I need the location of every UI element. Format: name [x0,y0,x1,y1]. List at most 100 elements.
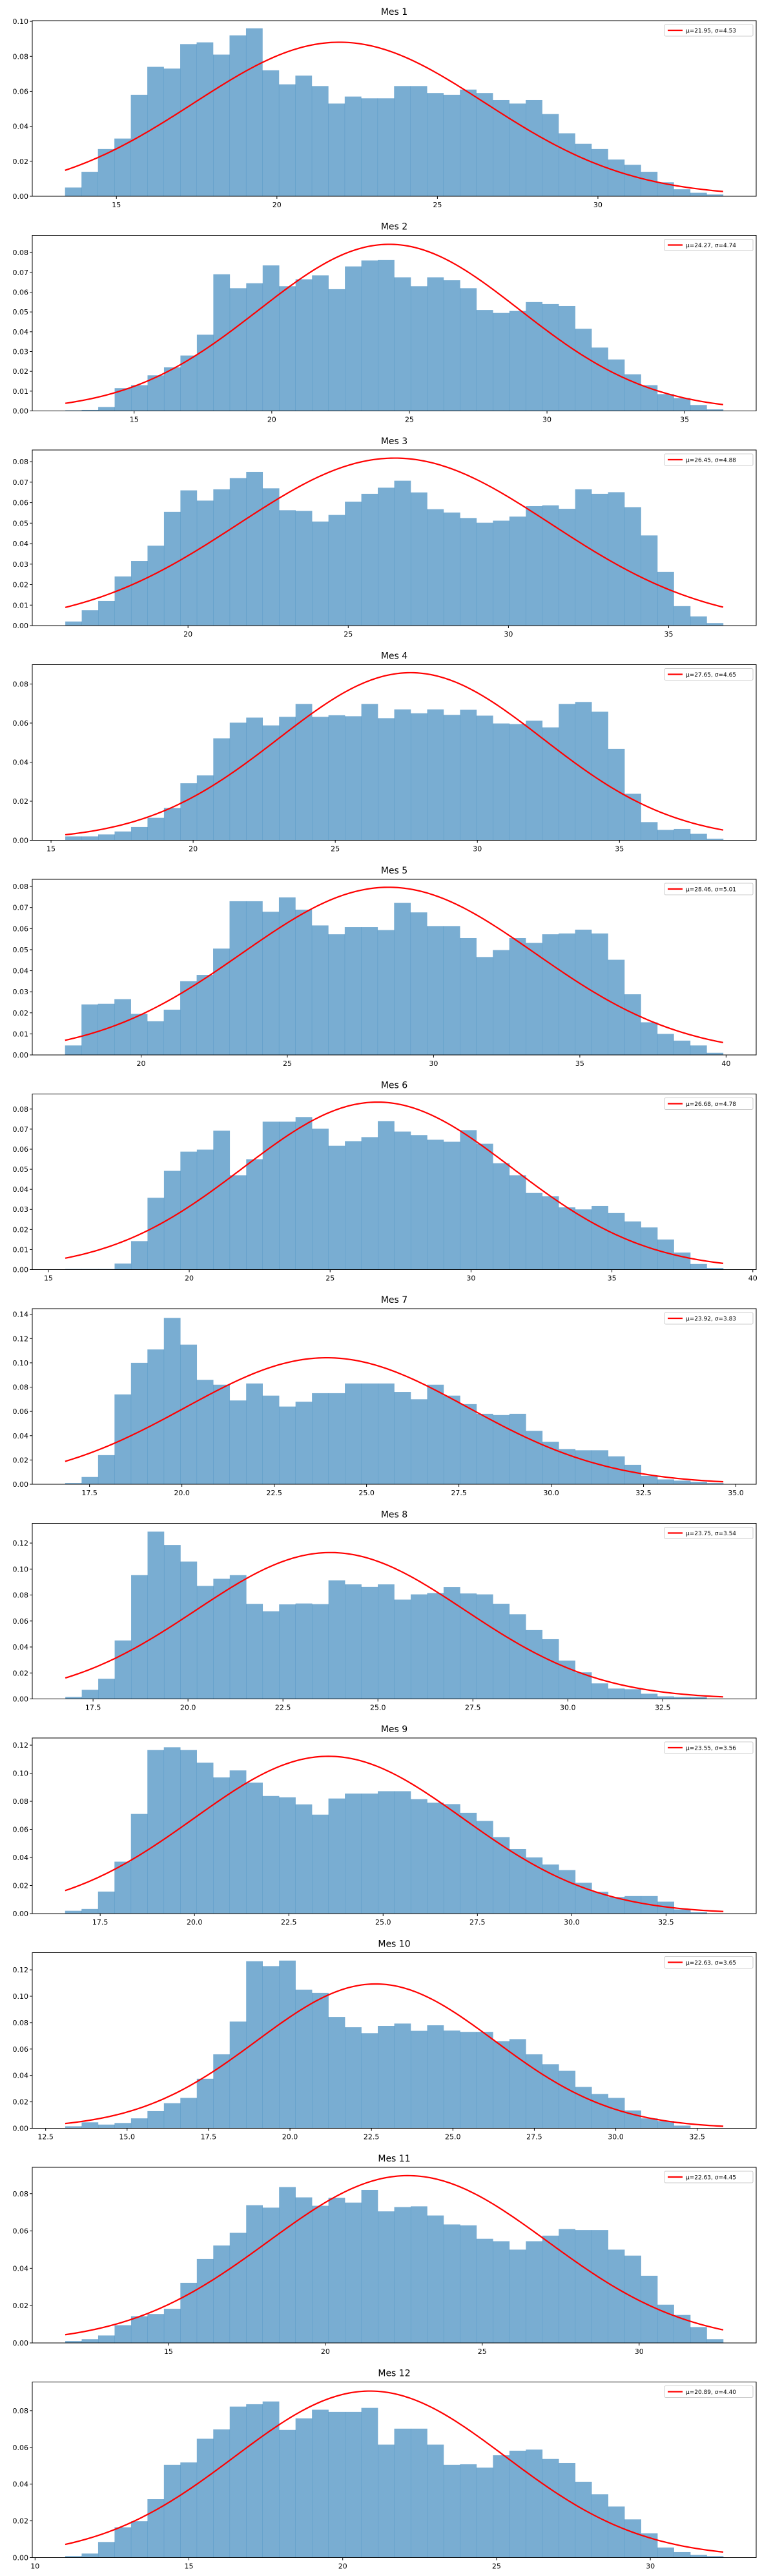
histogram-bar [262,1611,280,1699]
histogram-bar [706,1483,724,1484]
histogram-bar [427,926,444,1055]
histogram-bar [575,929,592,1055]
legend-box [664,453,754,466]
histogram-bar [81,610,99,626]
histogram-bar [378,718,395,841]
histogram-bar [509,516,526,626]
histogram-bar [196,2438,214,2558]
histogram-bar [262,2401,280,2558]
histogram-bar [163,2464,181,2558]
x-tick-label: 22.5 [281,1918,297,1927]
histogram-bar [657,394,674,411]
x-tick-label: 27.5 [469,1918,486,1927]
subplot-10: Mes 10 0.00 0.02 0.04 0.06 0.08 0.10 0.12 12.5 15… [13,1939,757,2142]
y-tick-label: 0.00 [13,1266,29,1274]
histogram-bar [493,2455,510,2558]
legend-label: μ=23.75, σ=3.54 [686,1531,736,1537]
histogram-bar [526,2241,543,2343]
histogram-bar [443,1804,460,1914]
x-tick-label: 15 [130,416,139,424]
chart-title: Mes 2 [381,222,407,232]
histogram-bar [246,1159,263,1270]
x-tick-label: 15 [44,1274,53,1283]
histogram-bar [674,398,691,411]
legend-label: μ=28.46, σ=5.01 [686,887,736,894]
legend-label: μ=27.65, σ=4.65 [686,672,736,679]
x-tick-label: 32.5 [689,2133,705,2142]
legend: μ=27.65, σ=4.65 [664,668,754,680]
y-tick-label: 0.06 [13,87,29,96]
axes-frame [32,449,757,626]
x-tick-label: 20 [183,630,192,639]
histogram-bar [592,2230,608,2343]
histogram-bar [147,375,165,411]
y-tick-label: 0.04 [13,967,29,976]
legend: μ=23.75, σ=3.54 [664,1527,754,1539]
histogram-bar [114,1263,132,1270]
histogram-bar [427,93,444,196]
x-tick-label: 27.5 [465,1704,481,1712]
histogram-bar [114,1861,132,1914]
axes-frame [32,2167,757,2344]
x-tick-label: 32.5 [658,1918,674,1927]
histogram-bar [394,1791,411,1914]
y-tick-label: 0.08 [13,249,29,257]
y-tick-label: 0.04 [13,2480,29,2489]
histogram-bar [410,86,427,196]
histogram-bar [213,738,231,841]
y-tick-label: 0.04 [13,1432,29,1440]
subplot-4: Mes 4 0.00 0.02 0.04 0.06 0.08 15 20 25 30 35 μ=27.… [13,651,757,854]
y-tick-label: 0.06 [13,499,29,507]
histogram-bar [229,2406,247,2558]
histogram-bar [65,1045,82,1055]
histogram-bar [229,35,247,196]
histogram-bar [279,1960,296,2129]
histogram-bar [245,901,263,1055]
y-tick-label: 0.03 [13,560,29,569]
x-tick-label: 25.0 [358,1489,375,1497]
histogram-bar [378,260,395,411]
histogram-bar [114,831,132,841]
histogram-bar [312,275,329,411]
histogram-bar [509,2450,526,2558]
histogram-bar [690,1482,707,1484]
histogram-bar [674,2125,691,2129]
subplot-8: Mes 8 0.00 0.02 0.04 0.06 0.08 0.10 0.12 17.5 20.… [13,1510,757,1712]
y-tick-label: 0.02 [13,2098,29,2107]
histogram-bar [690,192,707,196]
histogram-bar [98,1679,115,1699]
histogram-bar [410,912,427,1055]
histogram-bar [196,2258,214,2343]
y-tick-label: 0.12 [13,1539,29,1548]
histogram-bar [114,2123,132,2129]
histogram-bar [163,808,181,841]
histogram-bar [674,1909,691,1914]
histogram-bar [147,1021,164,1055]
histogram-bar [410,2206,427,2343]
x-tick-label: 25 [433,201,442,209]
x-tick-label: 17.5 [201,2133,217,2142]
histogram-bar [592,1450,609,1484]
histogram-bar [361,704,378,841]
histogram-bar [509,937,526,1055]
histogram-bar [624,793,641,841]
histogram-bar [410,1399,427,1484]
histogram-bar [526,721,543,841]
histogram-bar [98,600,115,626]
histogram-bar [229,1400,247,1484]
histogram-bar [443,926,460,1055]
y-tick-label: 0.14 [13,1311,29,1319]
histogram-bar [229,1175,247,1270]
subplot-6: Mes 6 0.00 0.01 0.02 0.03 0.04 0.05 0.06 0.07 0.0… [13,1081,757,1283]
legend: μ=28.46, σ=5.01 [664,883,754,895]
histogram-bar [493,2041,510,2129]
histogram-bar [81,409,99,411]
legend: μ=26.45, σ=4.88 [664,453,754,466]
y-tick-label: 0.00 [13,1480,29,1489]
histogram-bar [328,2411,345,2558]
subplot-2: Mes 2 0.00 0.01 0.02 0.03 0.04 0.05 0.06 0.07 0.0… [13,222,757,424]
histogram-bar [279,2187,296,2343]
histogram-bar [460,1130,477,1270]
histogram-bar [476,2032,493,2129]
histogram-bar [394,2207,411,2343]
